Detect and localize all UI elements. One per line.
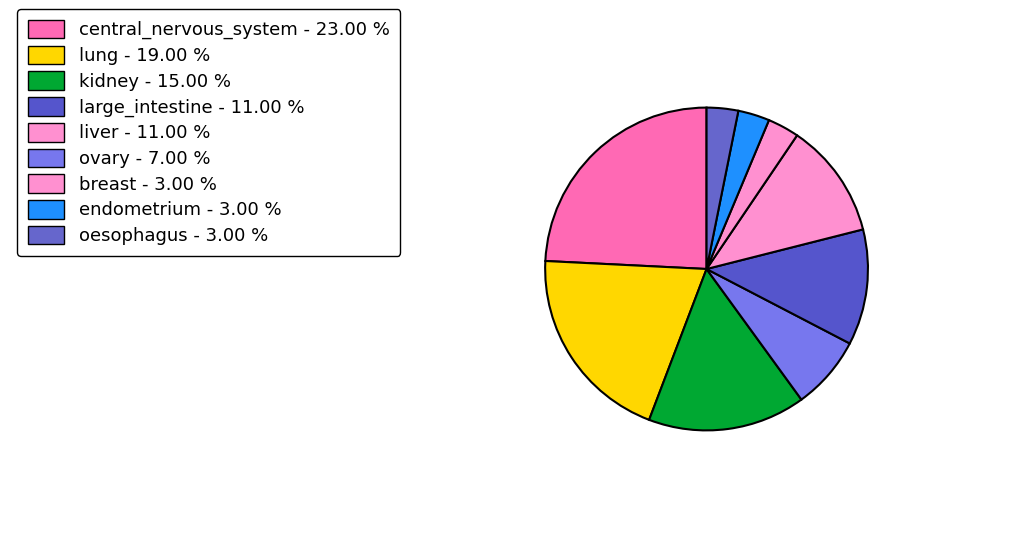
Wedge shape (545, 261, 707, 420)
Wedge shape (546, 108, 707, 269)
Wedge shape (707, 269, 850, 400)
Wedge shape (707, 108, 738, 269)
Wedge shape (707, 120, 797, 269)
Wedge shape (649, 269, 802, 430)
Legend: central_nervous_system - 23.00 %, lung - 19.00 %, kidney - 15.00 %, large_intest: central_nervous_system - 23.00 %, lung -… (17, 9, 400, 256)
Wedge shape (707, 229, 868, 343)
Wedge shape (707, 136, 863, 269)
Wedge shape (707, 111, 769, 269)
